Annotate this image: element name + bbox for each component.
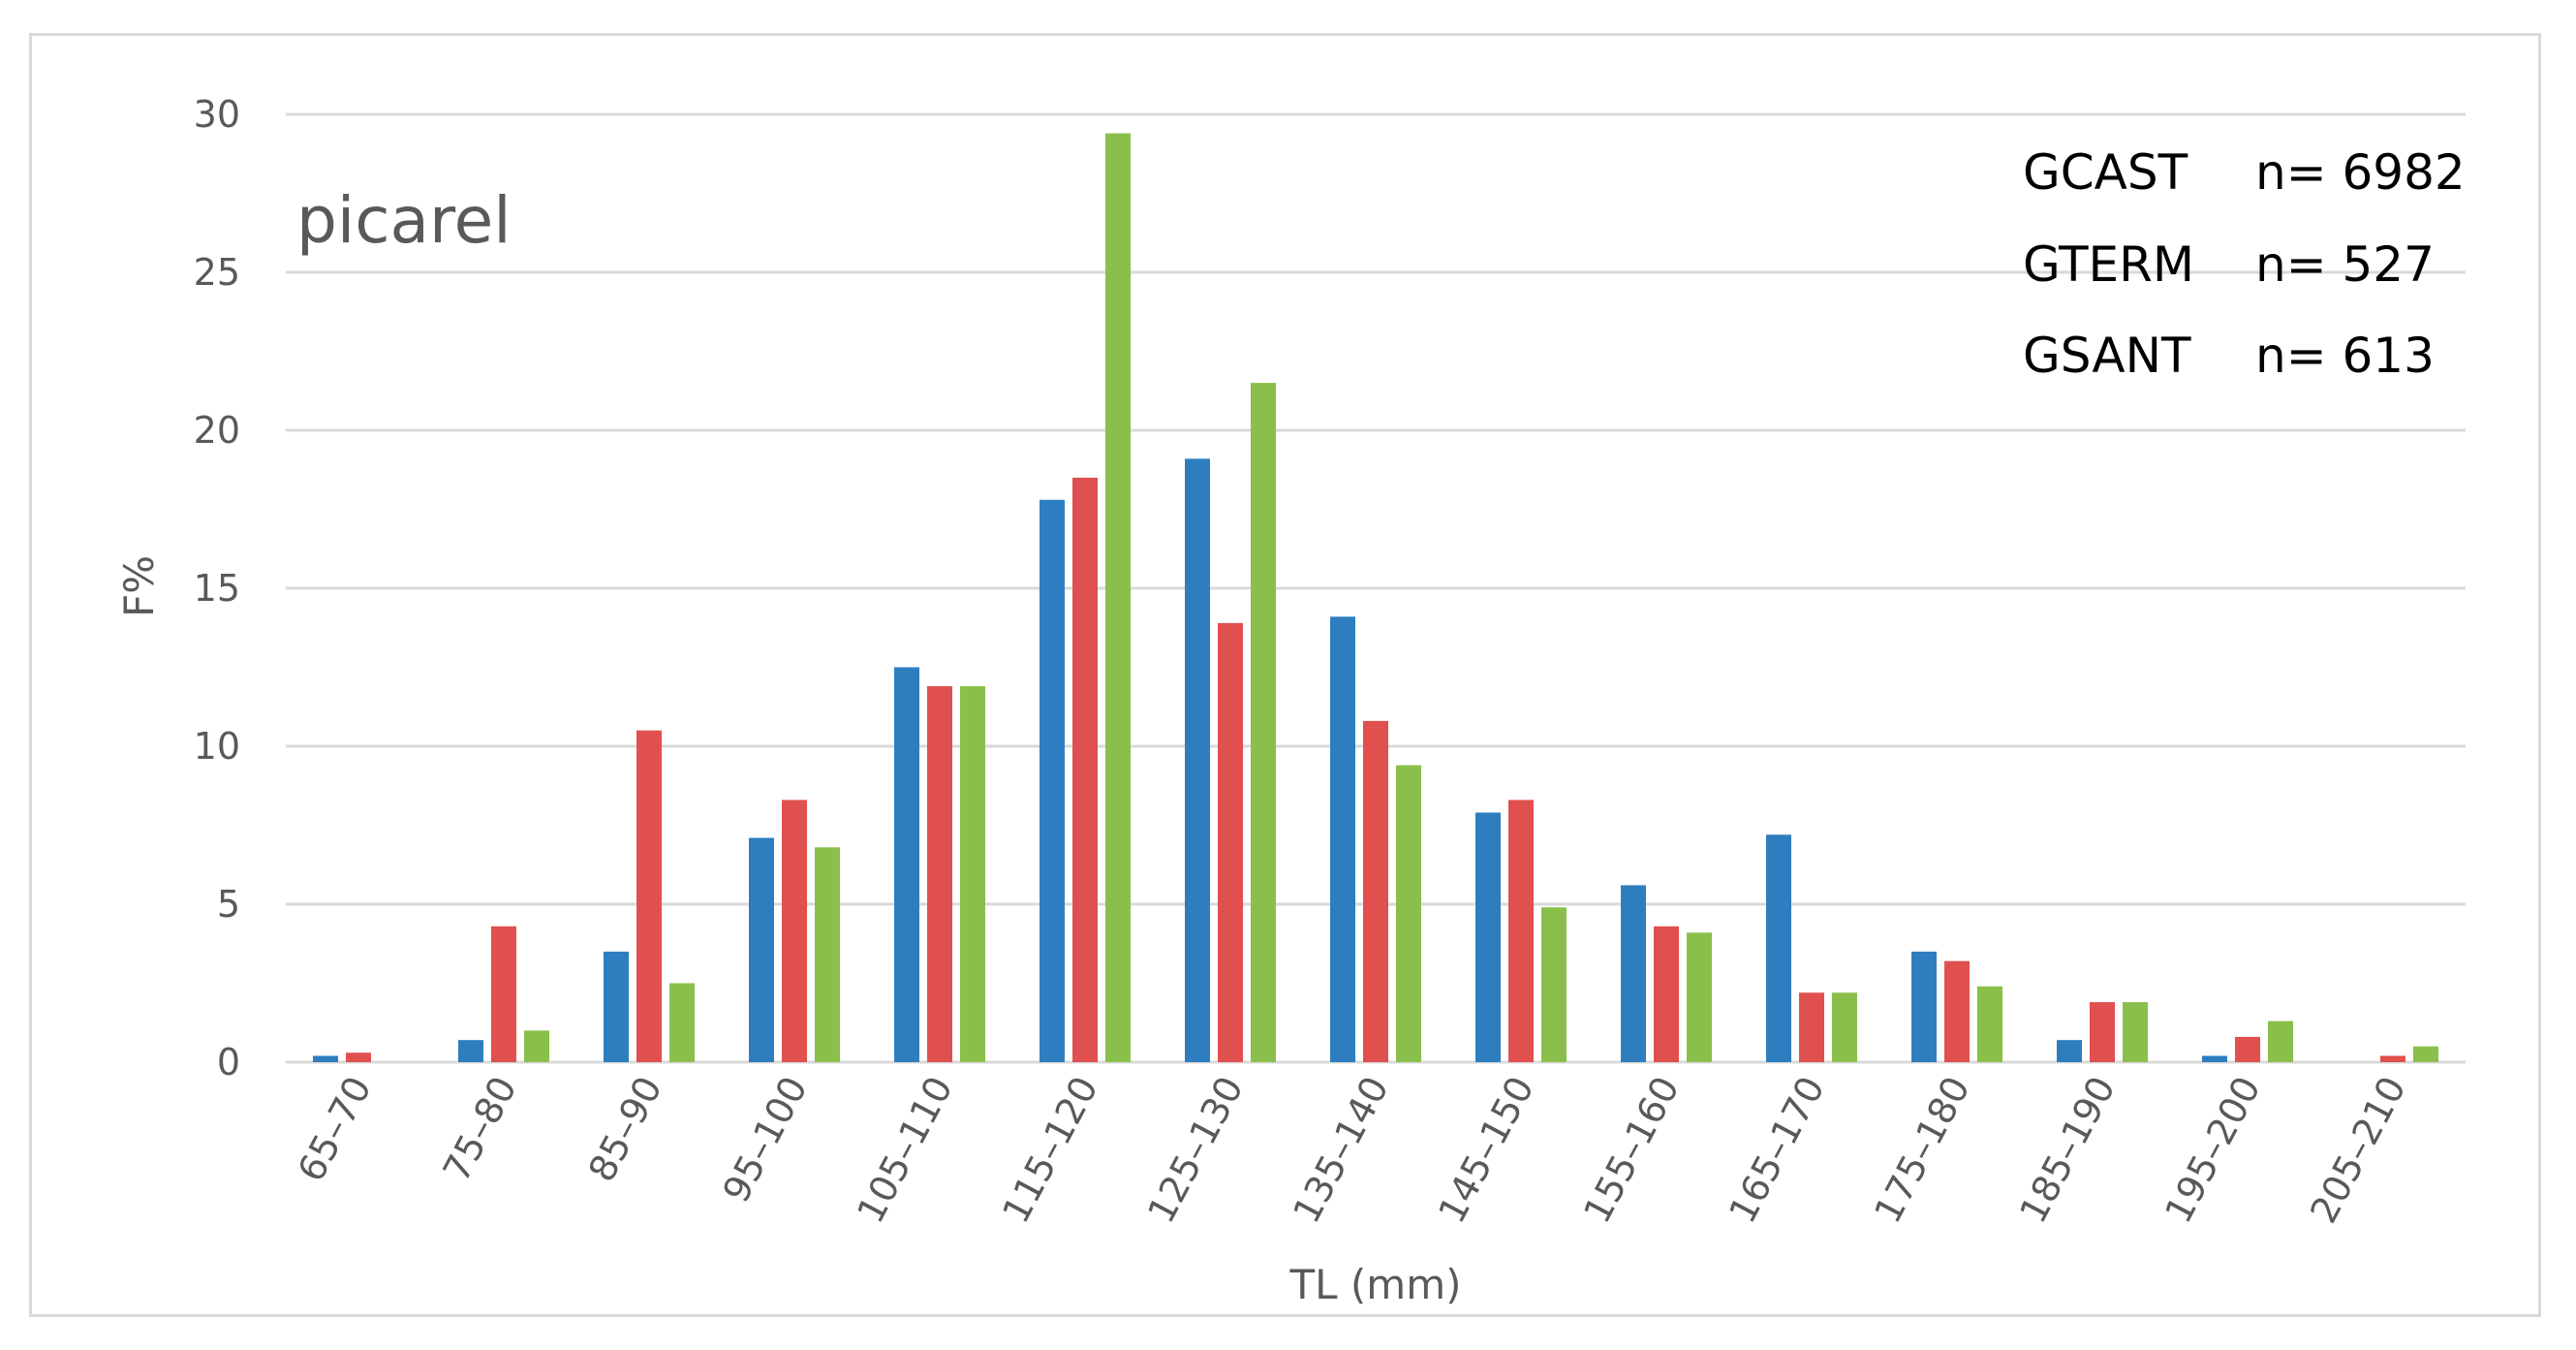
bar-gterm-105–110 (927, 686, 952, 1062)
bar-gterm-165–170 (1799, 992, 1824, 1062)
x-tick-label: 115–120 (994, 1070, 1106, 1231)
y-tick-label: 30 (194, 93, 240, 136)
bar-gterm-175–180 (1944, 960, 1970, 1062)
y-tick-label: 0 (217, 1041, 240, 1083)
bar-gsant-105–110 (960, 686, 985, 1062)
legend-sample-size: n= 613 (2255, 328, 2435, 384)
y-tick-label: 10 (194, 725, 240, 768)
x-axis-title: TL (mm) (1288, 1261, 1461, 1308)
bar-gsant-75–80 (524, 1030, 549, 1062)
bar-gsant-85–90 (669, 983, 695, 1062)
bar-gcast-115–120 (1040, 499, 1065, 1062)
bar-gterm-125–130 (1218, 622, 1243, 1062)
legend-series-name: GCAST (2023, 144, 2188, 201)
bar-gterm-205–210 (2380, 1055, 2405, 1062)
bar-gterm-195–200 (2235, 1036, 2260, 1062)
x-axis-ticks: 65–70 75–80 85–90 95–100 105–110 115–120 125–1… (290, 1070, 2414, 1231)
legend: GCAST n= 6982 GTERM n= 527 GSANT n= 613 (2023, 144, 2466, 384)
y-tick-label: 20 (194, 409, 240, 452)
bar-gsant-115–120 (1105, 133, 1131, 1062)
y-tick-label: 15 (194, 567, 240, 610)
bar-gterm-95–100 (782, 800, 807, 1062)
x-tick-label: 155–160 (1575, 1070, 1688, 1231)
bar-gcast-65–70 (313, 1055, 338, 1062)
chart-frame (29, 33, 2541, 1317)
species-label: picarel (296, 183, 512, 258)
x-tick-label: 135–140 (1285, 1070, 1397, 1231)
bar-gcast-135–140 (1330, 616, 1355, 1062)
bar-gterm-185–190 (2090, 1002, 2115, 1062)
bar-gsant-95–100 (815, 847, 840, 1062)
x-tick-label: 65–70 (290, 1070, 380, 1189)
bar-gsant-165–170 (1832, 992, 1857, 1062)
x-tick-label: 85–90 (580, 1070, 670, 1189)
bar-gcast-85–90 (604, 951, 629, 1062)
bar-gterm-65–70 (346, 1052, 371, 1062)
x-tick-label: 75–80 (435, 1070, 525, 1189)
bar-gcast-105–110 (894, 667, 919, 1062)
bar-gterm-135–140 (1363, 720, 1388, 1062)
legend-series-name: GSANT (2023, 328, 2191, 384)
x-tick-label: 105–110 (849, 1070, 961, 1231)
bars (313, 133, 2438, 1063)
x-tick-label: 165–170 (1721, 1070, 1833, 1231)
bar-gcast-165–170 (1766, 834, 1791, 1062)
bar-gterm-115–120 (1072, 477, 1098, 1062)
x-tick-label: 145–150 (1430, 1070, 1542, 1231)
y-tick-label: 25 (194, 251, 240, 294)
bar-gcast-125–130 (1185, 458, 1210, 1063)
legend-sample-size: n= 6982 (2255, 144, 2466, 201)
bar-gsant-185–190 (2123, 1002, 2148, 1062)
bar-gcast-75–80 (458, 1040, 483, 1062)
legend-series-name: GTERM (2023, 236, 2194, 293)
bar-gsant-205–210 (2413, 1046, 2438, 1062)
bar-gterm-145–150 (1508, 800, 1534, 1062)
bar-gsant-135–140 (1396, 765, 1421, 1062)
y-tick-label: 5 (217, 883, 240, 926)
x-tick-label: 205–210 (2302, 1070, 2414, 1231)
y-axis-title: F% (115, 555, 163, 617)
bar-gsant-195–200 (2268, 1020, 2293, 1062)
bar-gcast-185–190 (2057, 1040, 2082, 1062)
x-tick-label: 125–130 (1139, 1070, 1252, 1231)
bar-gterm-85–90 (636, 730, 662, 1062)
bar-gsant-125–130 (1251, 383, 1276, 1063)
x-tick-label: 195–200 (2157, 1070, 2269, 1231)
x-tick-label: 175–180 (1866, 1070, 1978, 1231)
bar-gterm-155–160 (1654, 926, 1679, 1062)
x-tick-label: 185–190 (2011, 1070, 2124, 1231)
bar-gcast-145–150 (1475, 812, 1501, 1062)
x-tick-label: 95–100 (714, 1070, 816, 1209)
bar-gcast-195–200 (2202, 1055, 2227, 1062)
y-axis-ticks: 0 5 10 15 20 25 30 (194, 93, 240, 1083)
bar-gcast-175–180 (1911, 951, 1937, 1062)
bar-gsant-155–160 (1687, 932, 1712, 1062)
bar-gcast-95–100 (749, 837, 774, 1062)
bar-gsant-145–150 (1541, 907, 1567, 1062)
bar-gterm-75–80 (491, 926, 516, 1062)
legend-sample-size: n= 527 (2255, 236, 2435, 293)
bar-gsant-175–180 (1977, 986, 2002, 1062)
bar-gcast-155–160 (1621, 885, 1646, 1062)
